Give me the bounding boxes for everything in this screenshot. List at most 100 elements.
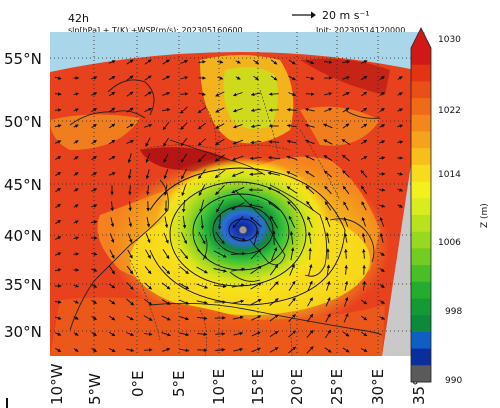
wind-vector-arrow [127, 233, 133, 244]
wind-vector-arrow [162, 91, 171, 96]
lat-label-35: 35°N [4, 276, 42, 294]
wind-vector-arrow [269, 331, 279, 337]
wind-vector-arrow [360, 185, 368, 195]
wind-vector-arrow [198, 184, 206, 197]
wind-vector-arrow [235, 60, 241, 64]
wind-vector-arrow [344, 264, 348, 275]
dark-red-band [300, 58, 390, 95]
wind-vector-arrow [288, 346, 297, 354]
colorbar [410, 27, 432, 383]
wind-vector-arrow [108, 60, 116, 64]
wind-vector-arrow [269, 281, 279, 291]
wind-vector-arrow [325, 232, 330, 244]
wind-vector-arrow [286, 123, 297, 128]
wind-vector-arrow [108, 75, 116, 81]
wind-vector-arrow [91, 347, 97, 353]
wind-vector-arrow [288, 75, 296, 81]
wind-vector-arrow [54, 76, 62, 80]
wind-vector-arrow [324, 185, 332, 195]
wind-vector-arrow [397, 76, 403, 80]
wind-vector-arrow [179, 265, 189, 275]
wind-vector-arrow [307, 297, 313, 307]
wind-vector-arrow [91, 155, 97, 161]
wind-vector-arrow [250, 248, 262, 260]
wind-vector-arrow [286, 155, 298, 161]
lat-label-55: 55°N [4, 50, 42, 68]
wind-vector-arrow [144, 266, 152, 275]
colorbar-segment [411, 98, 431, 116]
wind-vector-arrow [323, 170, 332, 178]
wind-vector-arrow [126, 298, 135, 306]
wind-vector-arrow [232, 108, 243, 113]
lon-label-25e: 25°E [328, 369, 346, 405]
wind-vector-arrow [397, 108, 404, 112]
wind-vector-arrow [217, 60, 224, 64]
wind-vector-arrow [397, 172, 404, 176]
wind-vector-arrow [108, 123, 116, 129]
wind-vector-arrow [362, 248, 366, 259]
model-domain [50, 52, 425, 356]
wind-vector-arrow [73, 236, 80, 240]
wind-vector-arrow [232, 215, 244, 229]
wind-vector-arrow [73, 124, 79, 128]
wind-vector-arrow [128, 185, 132, 196]
wind-vector-arrow [306, 346, 314, 354]
wind-vector-arrow [91, 220, 98, 224]
wind-vector-arrow [200, 215, 205, 230]
wind-vector-arrow [343, 201, 349, 211]
wind-vector-arrow [163, 169, 169, 180]
wind-vector-arrow [267, 187, 281, 193]
wind-vector-arrow [323, 123, 333, 129]
wind-vector-arrow [197, 332, 208, 336]
lon-label-10w: 10°W [48, 363, 66, 405]
wind-vector-arrow [197, 106, 207, 114]
wind-vector-arrow [214, 169, 226, 179]
wind-vector-arrow [144, 91, 152, 97]
wind-vector-arrow [213, 250, 227, 258]
wind-vector-arrow [215, 348, 226, 352]
wind-vector-arrow [54, 268, 62, 272]
wind-vector-arrow [269, 314, 279, 322]
wind-vector-arrow [289, 263, 295, 276]
colorbar-unit-label: Z (m) [480, 203, 490, 228]
wind-vector-arrow [161, 315, 171, 321]
wind-vector-arrow [73, 316, 79, 320]
wind-vector-arrow [182, 215, 187, 229]
wind-vector-arrow [379, 76, 385, 80]
wind-vector-arrow [91, 204, 98, 208]
wind-vector-arrow [143, 332, 153, 336]
wind-vector-arrow [360, 331, 368, 337]
wind-vector-arrow [324, 347, 332, 353]
wind-vector-arrow [289, 231, 294, 245]
wind-vector-arrow [305, 155, 315, 161]
wind-vector-arrow [269, 298, 279, 306]
wind-vector-arrow [73, 172, 79, 176]
wind-vector-arrow [144, 107, 153, 113]
wind-vector-arrow [197, 316, 208, 321]
wind-vector-arrow [343, 313, 349, 323]
wind-vector-arrow [253, 230, 259, 246]
wind-vector-arrow [361, 201, 367, 211]
wind-vector-arrow [126, 123, 134, 129]
wind-vector-arrow [397, 124, 404, 128]
wind-vector-arrow [161, 265, 171, 275]
wind-vector-arrow [324, 60, 333, 64]
wind-vector-arrow [305, 185, 315, 195]
wind-vector-arrow [324, 92, 333, 96]
wind-vector-arrow [91, 76, 98, 80]
field-description: slp[hPa] + T(K) +WSP(m/s): 202305160600 [68, 26, 243, 35]
wind-vector-arrow [325, 313, 331, 323]
lon-label-10e: 10°E [210, 369, 228, 405]
colorbar-segment [411, 164, 431, 183]
wind-vector-arrow [323, 155, 333, 161]
wind-vector-arrow [73, 284, 80, 288]
wind-vector-arrow [249, 156, 262, 161]
wind-vector-arrow [342, 60, 351, 64]
wind-vector-arrow [250, 265, 262, 275]
wind-vector-arrow [326, 280, 331, 291]
wind-vector-arrow [343, 232, 348, 243]
wind-vector-arrow [196, 300, 208, 305]
wind-vector-arrow [126, 59, 134, 65]
wind-vector-arrow [108, 315, 116, 321]
